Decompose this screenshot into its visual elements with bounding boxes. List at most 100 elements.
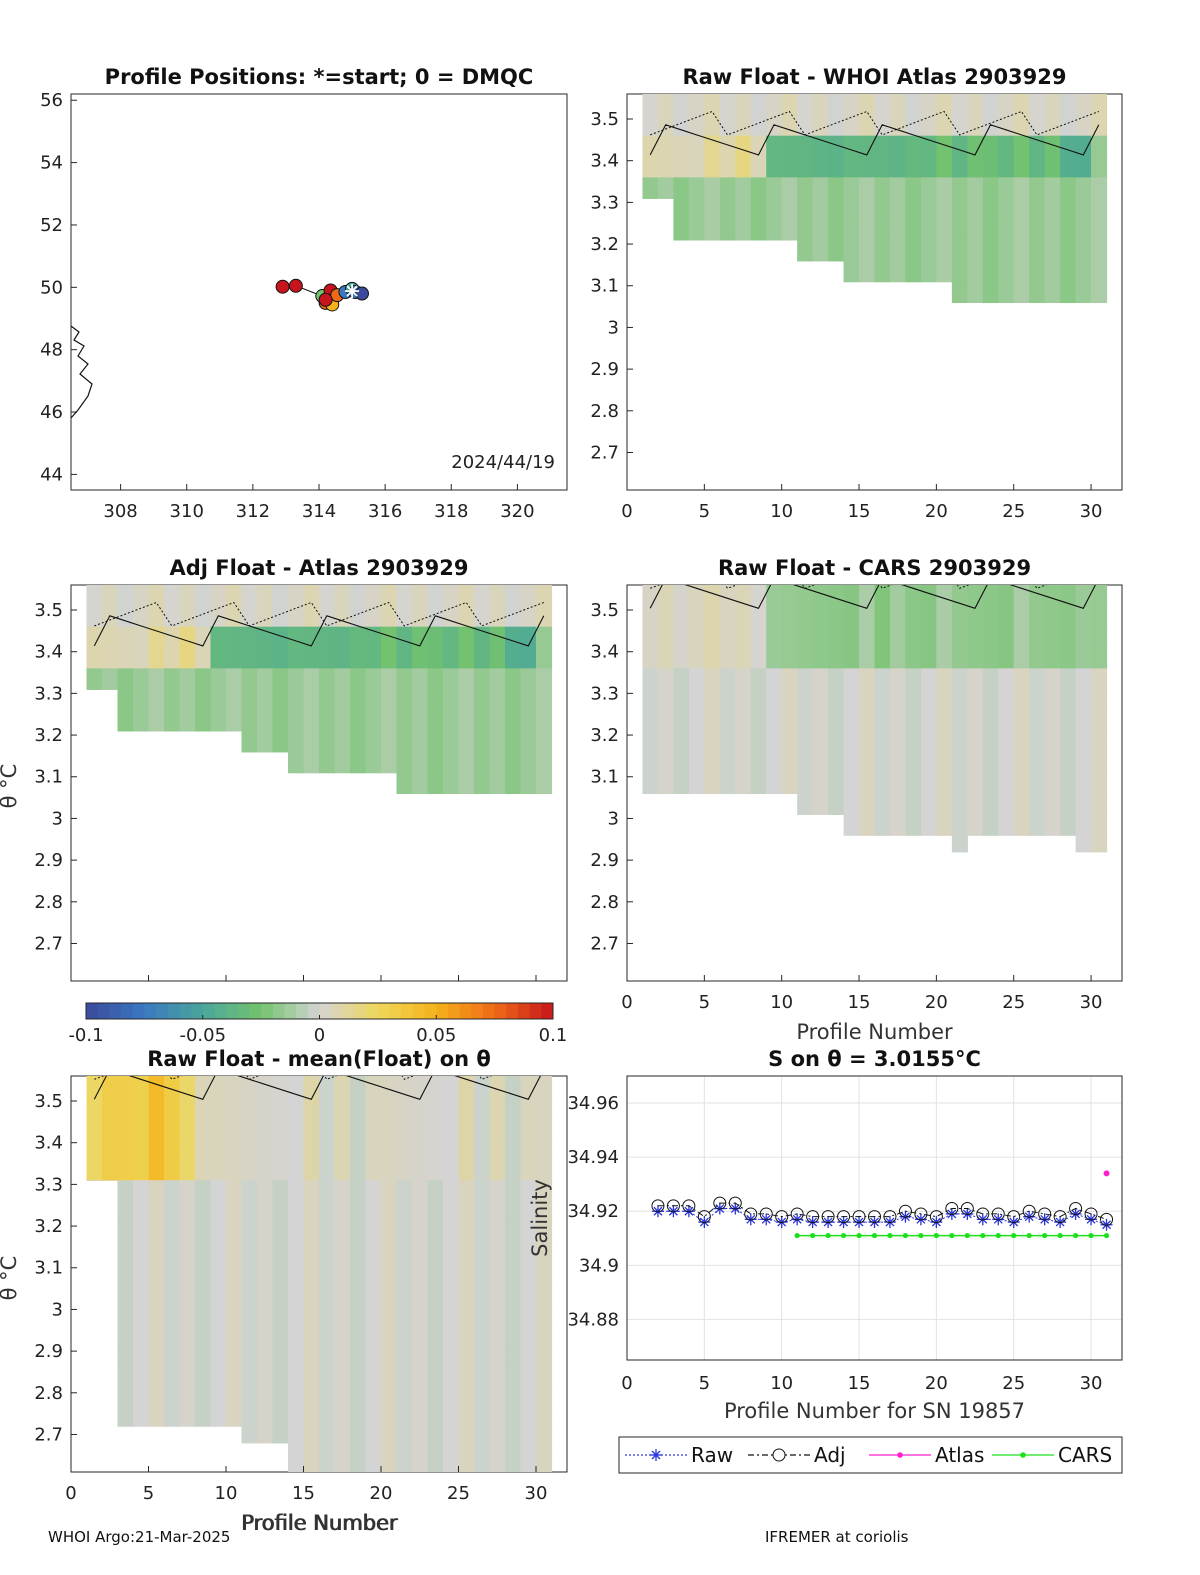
raw-cars-cell xyxy=(1091,605,1108,628)
s-on-theta-raw-point xyxy=(1069,1207,1082,1220)
adj-atlas-cell xyxy=(195,689,212,711)
raw-mean-cell xyxy=(427,1326,444,1348)
raw-cars-cell xyxy=(920,668,937,690)
raw-atlas-cell xyxy=(1044,177,1061,199)
raw-cars-cell xyxy=(920,710,937,732)
raw-mean-cell xyxy=(505,1451,522,1472)
raw-cars-cell xyxy=(1029,626,1046,649)
s-on-theta-xlabel: Profile Number for SN 19857 xyxy=(724,1399,1025,1423)
s-on-theta-adj-point xyxy=(759,1207,773,1221)
adj-atlas-cell xyxy=(505,751,522,774)
adj-atlas-cell xyxy=(226,605,243,628)
raw-mean-cell xyxy=(319,1201,336,1223)
s-on-theta-raw-point xyxy=(961,1207,974,1220)
raw-mean-cell xyxy=(350,1201,367,1223)
s-on-theta-cars-point xyxy=(964,1232,970,1239)
raw-mean-cell xyxy=(148,1284,165,1306)
s-on-theta-adj-point xyxy=(651,1199,665,1213)
adj-atlas-cell xyxy=(86,585,103,607)
raw-cars-cell xyxy=(1013,585,1030,607)
raw-cars-xtick-label: 25 xyxy=(1002,992,1025,1013)
adj-atlas-cell xyxy=(365,772,382,774)
raw-mean-cell xyxy=(195,1180,212,1202)
raw-mean-cell xyxy=(443,1138,460,1160)
adj-atlas-cell xyxy=(443,772,460,795)
raw-cars-cell xyxy=(859,814,876,836)
raw-atlas-cell xyxy=(1060,302,1077,304)
adj-atlas-cell xyxy=(381,585,398,607)
raw-mean-cell xyxy=(133,1076,150,1098)
adj-atlas-cell xyxy=(226,585,243,607)
raw-atlas-cell xyxy=(828,94,845,116)
raw-cars-cell xyxy=(812,751,829,774)
raw-atlas-xtick-label: 10 xyxy=(770,501,793,522)
s-on-theta-cars-point xyxy=(1088,1232,1094,1239)
raw-mean-cell xyxy=(505,1388,522,1411)
raw-atlas-cell xyxy=(843,219,860,241)
raw-cars-cell xyxy=(998,668,1015,690)
raw-cars-cell xyxy=(905,835,922,836)
adj-atlas-cell xyxy=(288,647,305,669)
raw-mean-cell xyxy=(226,1284,243,1306)
raw-cars-cell xyxy=(642,793,659,795)
s-on-theta-cars-point xyxy=(794,1232,800,1239)
adj-atlas-cell xyxy=(396,626,413,649)
raw-mean-cell xyxy=(365,1117,382,1140)
adj-atlas-cell xyxy=(520,668,537,690)
raw-cars-cell xyxy=(797,710,814,732)
adj-atlas-cell xyxy=(427,710,444,732)
raw-mean-cell xyxy=(396,1201,413,1223)
adj-atlas-cell xyxy=(133,689,150,711)
raw-atlas-cell xyxy=(1091,114,1108,137)
raw-atlas-cell xyxy=(812,177,829,199)
raw-mean-cell xyxy=(365,1180,382,1202)
raw-mean-cell xyxy=(195,1242,212,1265)
raw-atlas-cell xyxy=(843,177,860,199)
raw-atlas-cell xyxy=(998,219,1015,241)
s-on-theta-adj-point xyxy=(728,1196,742,1210)
raw-mean-cell xyxy=(474,1117,491,1140)
positions-xtick-label: 318 xyxy=(434,501,468,522)
raw-mean-cell xyxy=(443,1201,460,1223)
raw-mean-cell xyxy=(117,1284,134,1306)
raw-mean-cell xyxy=(334,1117,351,1140)
raw-cars-cell xyxy=(797,585,814,607)
raw-cars-cell xyxy=(688,710,705,732)
raw-atlas-cell xyxy=(859,114,876,137)
positions-profile-point xyxy=(275,279,290,294)
raw-atlas-cell xyxy=(766,198,783,220)
colorbar-tick-label: -0.1 xyxy=(68,1025,103,1046)
adj-atlas-cell xyxy=(257,668,274,690)
raw-mean-cell xyxy=(164,1326,181,1348)
raw-mean-cell xyxy=(536,1138,553,1160)
footer-right: IFREMER at coriolis xyxy=(765,1528,909,1546)
raw-atlas-cell xyxy=(781,239,798,241)
raw-mean-cell xyxy=(288,1076,305,1098)
raw-mean-ytick-label: 3.2 xyxy=(34,1216,63,1237)
adj-atlas-cell xyxy=(489,751,506,774)
raw-mean-cell xyxy=(210,1221,227,1244)
raw-cars-cell xyxy=(1060,793,1077,815)
raw-atlas-cell xyxy=(1060,177,1077,199)
raw-cars-cell xyxy=(642,626,659,649)
raw-mean-cell xyxy=(443,1305,460,1327)
raw-mean-cell xyxy=(365,1159,382,1181)
adj-atlas-cell xyxy=(489,668,506,690)
raw-atlas-cell xyxy=(951,239,968,262)
adj-atlas-cell xyxy=(412,585,429,607)
raw-mean-cell xyxy=(505,1221,522,1244)
adj-atlas-cell xyxy=(365,585,382,607)
raw-atlas-cell xyxy=(998,135,1015,158)
raw-cars-cell xyxy=(905,689,922,711)
raw-mean-cell xyxy=(117,1221,134,1244)
raw-cars-cell xyxy=(982,668,999,690)
raw-mean-cell xyxy=(474,1138,491,1160)
raw-mean-cell xyxy=(474,1242,491,1265)
raw-cars-cell xyxy=(750,689,767,711)
raw-atlas-cell xyxy=(1044,198,1061,220)
raw-atlas-cell xyxy=(982,219,999,241)
raw-atlas-cell xyxy=(889,135,907,158)
raw-atlas-cell xyxy=(657,135,675,158)
raw-mean-cell xyxy=(303,1180,320,1202)
